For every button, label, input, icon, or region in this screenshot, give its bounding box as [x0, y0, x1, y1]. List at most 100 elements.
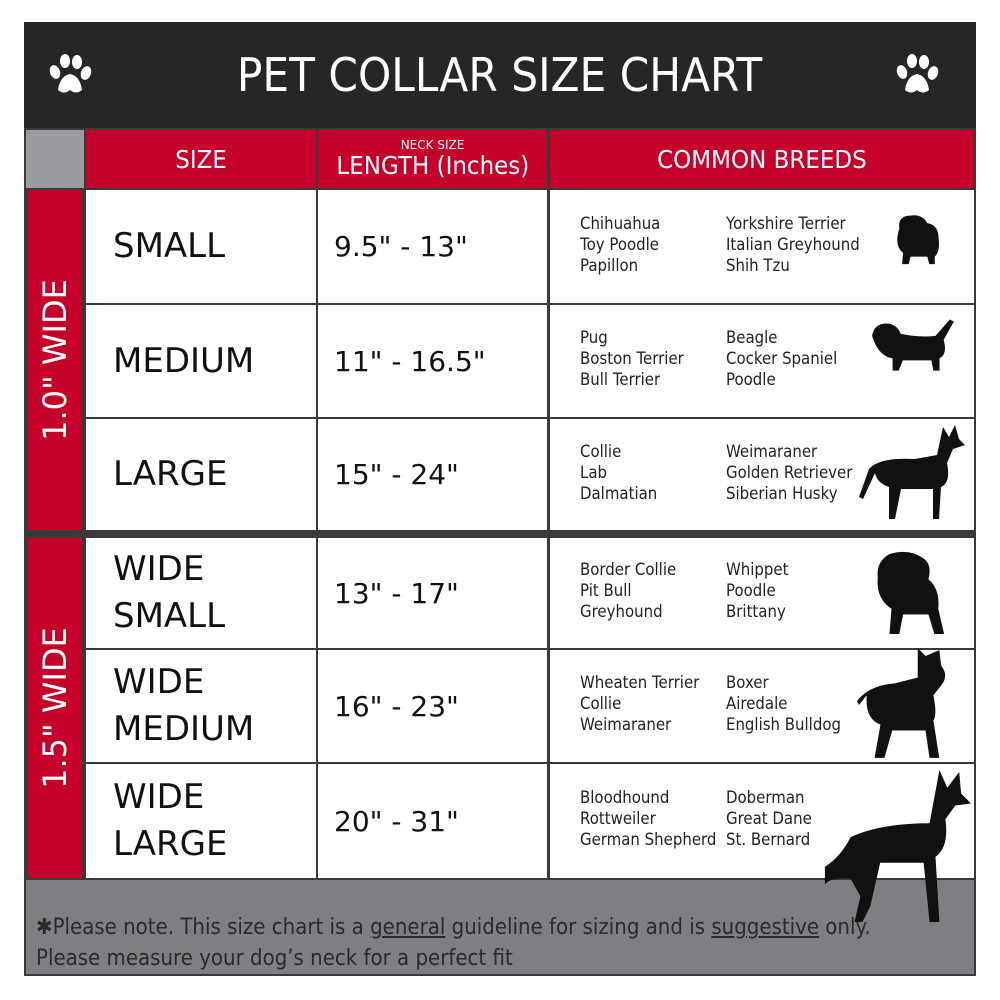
length-cell: 13" - 17" [318, 538, 547, 648]
header-length-label: LENGTH (Inches) [336, 150, 529, 180]
breed-name: Brittany [726, 602, 786, 622]
header-length-sup: NECK SIZE [400, 137, 465, 152]
breed-name: Cocker Spaniel [726, 349, 838, 369]
breed-name: Doberman [726, 788, 805, 808]
breed-name: Italian Greyhound [726, 234, 860, 255]
breed-name: Whippet [726, 560, 789, 580]
group-band-2: 1.5" WIDE [28, 538, 82, 878]
length-value: 16" - 23" [334, 689, 459, 723]
breed-name: Bloodhound [580, 788, 670, 808]
bulldog-icon [870, 550, 948, 642]
breeds-cell [550, 305, 974, 417]
size-label: WIDE [113, 662, 205, 702]
breed-name: Shih Tzu [726, 255, 790, 276]
header-size-label: SIZE [175, 144, 227, 174]
note-underlined: general [370, 915, 446, 940]
length-cell: 15" - 24" [318, 419, 547, 530]
length-value: 11" - 16.5" [334, 344, 486, 378]
breed-list: Collie Lab Dalmatian [580, 442, 657, 505]
breed-name: Great Dane [726, 809, 812, 829]
length-value: 20" - 31" [334, 804, 459, 838]
header-corner [26, 130, 84, 188]
breed-name: Boston Terrier [580, 349, 684, 369]
doberman-icon [810, 768, 980, 930]
size-cell: WIDE MEDIUM [86, 650, 316, 762]
shepherd-dog-icon [855, 423, 975, 527]
size-label: MEDIUM [113, 340, 255, 381]
header-length: NECK SIZE LENGTH (Inches) [318, 130, 547, 188]
length-value: 15" - 24" [334, 458, 459, 491]
breed-list: Doberman Great Dane St. Bernard [726, 788, 812, 851]
header-size: SIZE [86, 130, 316, 188]
paw-icon [896, 54, 939, 93]
length-cell: 11" - 16.5" [318, 305, 547, 417]
pitbull-icon [855, 646, 953, 768]
size-cell: MEDIUM [86, 305, 316, 417]
note-text: guideline for sizing and is [445, 915, 712, 940]
breed-name: Poodle [726, 370, 776, 390]
length-cell: 16" - 23" [318, 650, 547, 762]
breed-list: Chihuahua Toy Poodle Papillon [580, 214, 660, 277]
breed-name: Lab [580, 462, 608, 483]
title-bar: PET COLLAR SIZE CHART [24, 22, 976, 128]
breed-name: Chihuahua [580, 213, 661, 234]
note-underlined: suggestive [711, 915, 819, 940]
small-dog-icon [890, 208, 946, 272]
group-label: 1.0" WIDE [36, 279, 74, 441]
breed-name: Yorkshire Terrier [726, 213, 846, 234]
breed-name: Papillon [580, 255, 639, 276]
size-label: WIDE [113, 777, 205, 817]
size-label: SMALL [113, 226, 226, 266]
length-cell: 9.5" - 13" [318, 190, 547, 303]
breed-list: Boxer Airedale English Bulldog [726, 673, 841, 736]
breed-name: English Bulldog [726, 715, 841, 735]
breed-list: Weimaraner Golden Retriever Siberian Husky [726, 442, 852, 505]
breed-name: Beagle [726, 328, 778, 348]
size-label: SMALL [113, 596, 226, 636]
breed-name: Wheaten Terrier [580, 673, 700, 693]
breed-name: Poodle [726, 581, 776, 601]
size-label: LARGE [113, 454, 228, 494]
length-cell: 20" - 31" [318, 764, 547, 878]
paw-icon [49, 54, 92, 93]
breed-name: Siberian Husky [726, 483, 838, 504]
length-value: 13" - 17" [334, 576, 459, 610]
breed-name: Collie [580, 441, 622, 462]
breed-name: Collie [580, 694, 622, 714]
footer-note: ✱Please note. This size chart is a gener… [26, 880, 974, 974]
breed-name: Greyhound [580, 602, 663, 622]
header-breeds-label: COMMON BREEDS [657, 144, 867, 174]
size-cell: WIDE LARGE [86, 764, 316, 878]
header-breeds: COMMON BREEDS [550, 130, 974, 188]
size-cell: SMALL [86, 190, 316, 303]
group-label: 1.5" WIDE [36, 627, 74, 789]
dachshund-icon [868, 313, 960, 379]
breed-name: Border Collie [580, 560, 677, 580]
breed-name: Weimaraner [580, 715, 672, 735]
page-title: PET COLLAR SIZE CHART [237, 48, 763, 102]
breed-name: Weimaraner [726, 441, 818, 462]
breed-name: German Shepherd [580, 830, 717, 850]
breed-name: Airedale [726, 694, 788, 714]
breed-list: Pug Boston Terrier Bull Terrier [580, 328, 684, 391]
breed-name: Golden Retriever [726, 462, 853, 483]
breed-name: Bull Terrier [580, 370, 661, 390]
breed-name: St. Bernard [726, 830, 811, 850]
breed-list: Border Collie Pit Bull Greyhound [580, 560, 676, 623]
breed-name: Dalmatian [580, 483, 658, 504]
breed-list: Yorkshire Terrier Italian Greyhound Shih T… [726, 214, 860, 277]
breed-list: Bloodhound Rottweiler German Shepherd [580, 788, 716, 851]
note-text: ✱Please note. This size chart is a [36, 915, 371, 940]
group-band-1: 1.0" WIDE [28, 190, 82, 530]
size-cell: LARGE [86, 419, 316, 530]
breed-name: Pit Bull [580, 581, 632, 601]
size-label: LARGE [113, 824, 228, 864]
size-cell: WIDE SMALL [86, 538, 316, 648]
size-label: MEDIUM [113, 709, 255, 749]
length-value: 9.5" - 13" [334, 230, 468, 263]
breed-name: Boxer [726, 673, 769, 693]
breed-list: Wheaten Terrier Collie Weimaraner [580, 673, 699, 736]
size-label: WIDE [113, 549, 205, 589]
note-line-2: Please measure your dog’s neck for a per… [36, 946, 513, 971]
breed-name: Pug [580, 328, 608, 348]
